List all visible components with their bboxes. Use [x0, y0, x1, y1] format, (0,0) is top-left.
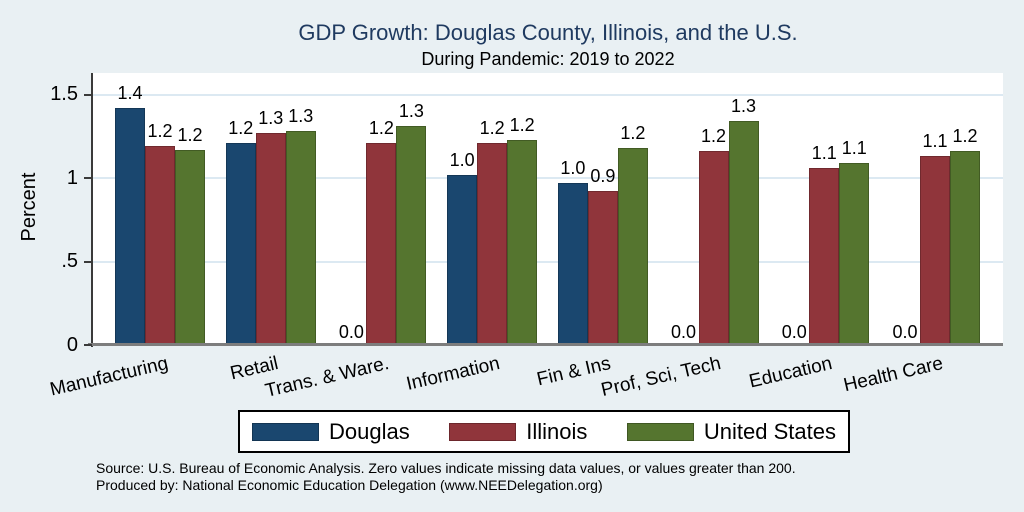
y-tick-mark [84, 260, 92, 263]
plot-area: 1.4 1.2 1.2 1.2 1.3 1.3 0.0 1.2 1.3 1.0 1.2 1.2 1.0 0… [93, 73, 1003, 345]
bar [698, 151, 729, 345]
bar-value-label: 1.2 [228, 117, 254, 138]
bar-value-label: 1.3 [731, 96, 757, 117]
y-tick-mark [84, 177, 92, 179]
bar [115, 108, 145, 345]
bar-value-label: 1.2 [479, 117, 505, 138]
x-tick-label: Trans. & Ware. [263, 353, 392, 402]
bar-value-label: 1.2 [177, 124, 203, 145]
x-tick-label: Education [746, 353, 835, 393]
bar-value-label: 1.2 [147, 121, 173, 142]
bar-value-label: 0.0 [338, 322, 364, 342]
bar [175, 150, 205, 345]
bar [477, 143, 508, 345]
bar [839, 163, 870, 345]
legend-item-illinois: Illinois [449, 418, 588, 444]
y-tick-mark [84, 93, 92, 96]
x-tick-label: Information [404, 353, 502, 395]
y-tick-label: 0 [66, 333, 78, 356]
bar-value-label: 1.0 [560, 158, 586, 178]
bar-value-label: 1.2 [701, 126, 727, 147]
x-tick-label: Health Care [841, 353, 945, 397]
bar-value-label: 0.9 [590, 166, 616, 187]
bar [447, 175, 478, 345]
bar-value-label: 1.4 [117, 82, 143, 103]
bar-value-label: 1.1 [841, 137, 867, 158]
bar-value-label: 1.2 [368, 117, 394, 138]
gridline [93, 93, 1003, 96]
bar-value-label: 1.2 [509, 114, 535, 135]
legend-swatch [626, 422, 694, 441]
bar-value-label: 1.2 [952, 126, 978, 147]
bar [949, 151, 980, 345]
y-tick-label: 1.5 [50, 83, 78, 105]
bar [507, 140, 538, 345]
legend-item-douglas: Douglas [252, 418, 410, 444]
chart-subtitle: During Pandemic: 2019 to 2022 [421, 49, 675, 69]
legend-swatch [252, 422, 319, 441]
bar-value-label: 0.0 [781, 322, 807, 342]
gridline [93, 260, 1003, 263]
bar [255, 133, 286, 345]
x-tick-label: Manufacturing [47, 353, 170, 401]
bar [728, 121, 759, 345]
bar [809, 168, 840, 345]
legend-swatch [449, 422, 517, 441]
bar-value-label: 0.0 [671, 322, 697, 342]
source-note: Source: U.S. Bureau of Economic Analysis… [96, 460, 796, 494]
bar [617, 148, 648, 345]
bar [225, 143, 256, 345]
legend: Douglas Illinois United States [238, 410, 850, 453]
y-tick-label: .5 [61, 250, 78, 272]
source-line: Source: U.S. Bureau of Economic Analysis… [96, 460, 796, 476]
bar-value-label: 1.2 [620, 122, 646, 143]
bar-value-label: 1.0 [449, 149, 475, 170]
y-tick-mark [84, 344, 92, 346]
bar [145, 146, 175, 345]
bar [396, 126, 427, 345]
legend-label: United States [703, 418, 836, 444]
bar [285, 131, 316, 345]
bar-value-label: 1.3 [258, 107, 284, 128]
produced-by-line: Produced by: National Economic Education… [96, 477, 603, 493]
legend-item-united-states: United States [626, 418, 836, 444]
legend-label: Douglas [329, 418, 410, 444]
bar-value-label: 0.0 [892, 322, 918, 342]
y-tick-label: 1 [66, 166, 78, 189]
bar-value-label: 1.3 [288, 106, 314, 127]
x-axis-line [88, 343, 1003, 346]
bar-value-label: 1.3 [398, 101, 424, 122]
bar [366, 143, 397, 345]
bar-value-label: 1.1 [811, 142, 837, 163]
bar [919, 156, 950, 345]
bar [587, 191, 618, 345]
gridline [93, 177, 1003, 179]
bar [557, 183, 588, 345]
bar-value-label: 1.1 [922, 131, 948, 152]
legend-label: Illinois [526, 418, 588, 444]
y-axis-line [91, 73, 93, 347]
chart-title: GDP Growth: Douglas County, Illinois, an… [298, 20, 798, 45]
x-tick-label: Prof, Sci, Tech [599, 353, 724, 401]
